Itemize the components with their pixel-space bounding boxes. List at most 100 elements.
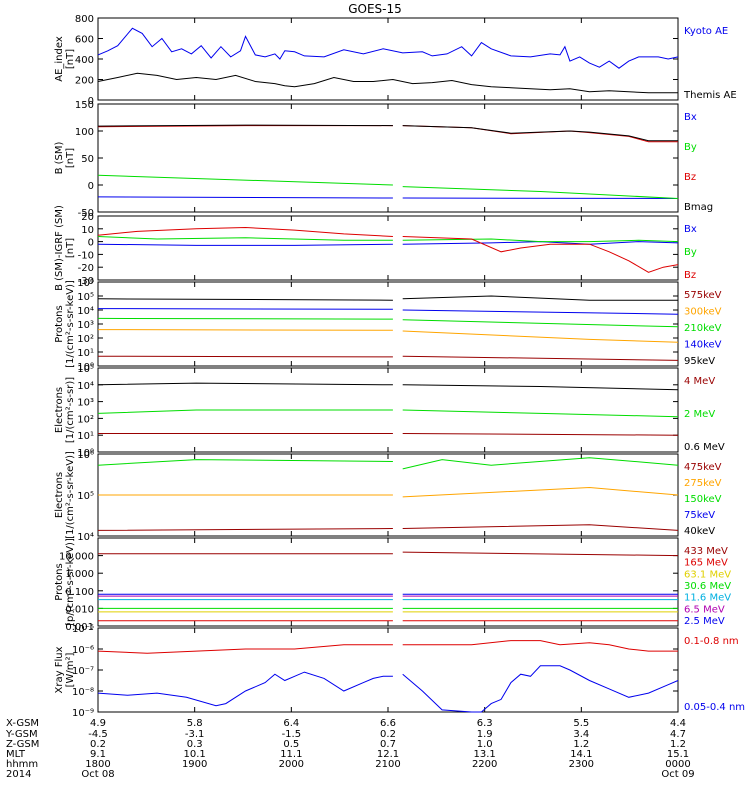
- x-axis-value: 1.2: [670, 739, 686, 750]
- y-axis-label: Protons: [54, 563, 65, 600]
- y-tick-label: 1.000: [65, 569, 94, 580]
- legend-label: 2 MeV: [684, 409, 715, 420]
- legend-label: 6.5 MeV: [684, 604, 725, 615]
- y-axis-label: [nT]: [65, 238, 76, 258]
- legend-label: 40keV: [684, 526, 715, 537]
- x-axis-value: 11.1: [280, 749, 302, 760]
- y-tick-label: 50: [81, 154, 94, 165]
- x-axis-value: -4.5: [88, 729, 108, 740]
- y-axis-label: [nT]: [65, 49, 76, 69]
- y-tick-label: 10¹: [77, 348, 94, 359]
- series-line-By: [97, 174, 679, 199]
- x-axis-value: 1.2: [573, 739, 589, 750]
- series-line-0.6-MeV: [97, 382, 679, 391]
- x-axis-value: 5.5: [573, 718, 589, 729]
- x-axis-value: 1800: [85, 759, 110, 770]
- series-line-0.05-0.4-nm: [97, 665, 679, 713]
- x-axis-value: 6.6: [380, 718, 396, 729]
- legend-label: 140keV: [684, 340, 722, 351]
- x-axis-value: 6.3: [477, 718, 493, 729]
- x-axis-value: 2200: [472, 759, 497, 770]
- y-tick-label: 600: [75, 35, 94, 46]
- y-axis-label: Electrons: [54, 472, 65, 518]
- legend-label: 575keV: [684, 290, 722, 301]
- y-axis-label: [1/(cm²-s-sr-keV)]: [65, 280, 76, 368]
- y-tick-label: 10⁵: [77, 292, 94, 303]
- y-axis-label: Electrons: [54, 387, 65, 433]
- y-tick-label: 10: [81, 225, 94, 236]
- y-axis-label: [nT]: [65, 148, 76, 168]
- y-axis-label: B (SM)-IGRF (SM): [54, 205, 65, 291]
- legend-label: 165 MeV: [684, 558, 728, 569]
- x-row-label: Z-GSM: [6, 739, 39, 750]
- series-line-By: [97, 236, 679, 243]
- legend-label: Bmag: [684, 202, 713, 213]
- y-tick-label: 10⁴: [77, 306, 94, 317]
- x-axis-value: 0.3: [187, 739, 203, 750]
- panel-frame: [97, 215, 679, 281]
- legend-label: 4 MeV: [684, 376, 715, 387]
- legend-label: 433 MeV: [684, 546, 728, 557]
- x-row-label: Y-GSM: [5, 729, 38, 740]
- x-axis-value: 4.7: [670, 729, 686, 740]
- chart-title: GOES-15: [348, 2, 402, 16]
- x-axis-value: 14.1: [570, 749, 592, 760]
- y-tick-label: 10¹: [77, 431, 94, 442]
- series-line-95keV: [97, 295, 678, 301]
- legend-label: 210keV: [684, 323, 722, 334]
- y-tick-label: 10⁻⁸: [72, 687, 94, 698]
- y-axis-label: [1/(cm²-s-sr)]: [65, 377, 76, 443]
- x-axis-value: 0.7: [380, 739, 396, 750]
- y-tick-label: -50: [78, 208, 94, 219]
- legend-label: Bx: [684, 224, 697, 235]
- legend-label: 275keV: [684, 478, 722, 489]
- y-tick-label: 200: [75, 76, 94, 87]
- x-axis-value: 12.1: [377, 749, 399, 760]
- panel-frame: [97, 627, 679, 713]
- y-tick-label: 10⁵: [77, 364, 94, 375]
- x-axis-value: 3.4: [573, 729, 589, 740]
- panel-db: 20 10 0-10 -20 -30 B (SM)-IGRF (SM) [nT] Bx By Bz: [54, 205, 697, 291]
- y-tick-label: 400: [75, 55, 94, 66]
- y-axis-label: [p/(cm²-s-sr-keV)]: [65, 538, 76, 626]
- y-tick-label: 150: [75, 100, 94, 111]
- y-tick-label: 0.100: [65, 587, 94, 598]
- legend-label: 475keV: [684, 462, 722, 473]
- legend-label: 0.1-0.8 nm: [684, 636, 739, 647]
- series-line-Bx: [97, 196, 679, 199]
- y-tick-label: 10⁶: [77, 278, 94, 289]
- y-tick-label: 10⁻⁷: [72, 666, 94, 677]
- y-axis-label: [W/m²]: [65, 652, 76, 687]
- x-axis-value: 2000: [279, 759, 304, 770]
- x-axis-value: -1.5: [282, 729, 302, 740]
- y-tick-label: 10⁰: [77, 362, 94, 373]
- series-line-575keV: [97, 355, 679, 361]
- series-line-Bz: [97, 125, 678, 143]
- series-line-Themis-AE: [97, 72, 678, 94]
- legend-label: Bz: [684, 172, 696, 183]
- x-axis-value: 4.9: [90, 718, 106, 729]
- x-row-label: X-GSM: [6, 718, 39, 729]
- y-tick-label: 10⁵: [77, 491, 94, 502]
- y-tick-label: 10²: [77, 334, 94, 345]
- y-tick-label: 0: [88, 96, 94, 107]
- legend-label: 150keV: [684, 494, 722, 505]
- y-axis-label: Xray Flux: [54, 646, 65, 693]
- y-tick-label: 10⁻⁶: [72, 645, 94, 656]
- series-line-433-MeV: [98, 551, 679, 557]
- legend-label: Bz: [684, 270, 696, 281]
- legend-label: By: [684, 247, 697, 258]
- legend-label: By: [684, 142, 697, 153]
- x-axis-value: 1900: [182, 759, 207, 770]
- y-tick-label: 10⁴: [77, 532, 94, 543]
- panel-protons_mev: 10.000 1.000 0.100 0.010 0.001 Protons [p/(cm²…: [54, 537, 731, 633]
- series-line-210keV: [97, 317, 679, 328]
- x-axis-value: 15.1: [667, 749, 689, 760]
- x-axis-value: 0.5: [283, 739, 299, 750]
- legend-label: 30.6 MeV: [684, 581, 731, 592]
- y-tick-label: 800: [75, 14, 94, 25]
- legend-label: Kyoto AE: [684, 26, 728, 37]
- x-row-label: MLT: [6, 749, 26, 760]
- x-axis-value: 10.1: [184, 749, 206, 760]
